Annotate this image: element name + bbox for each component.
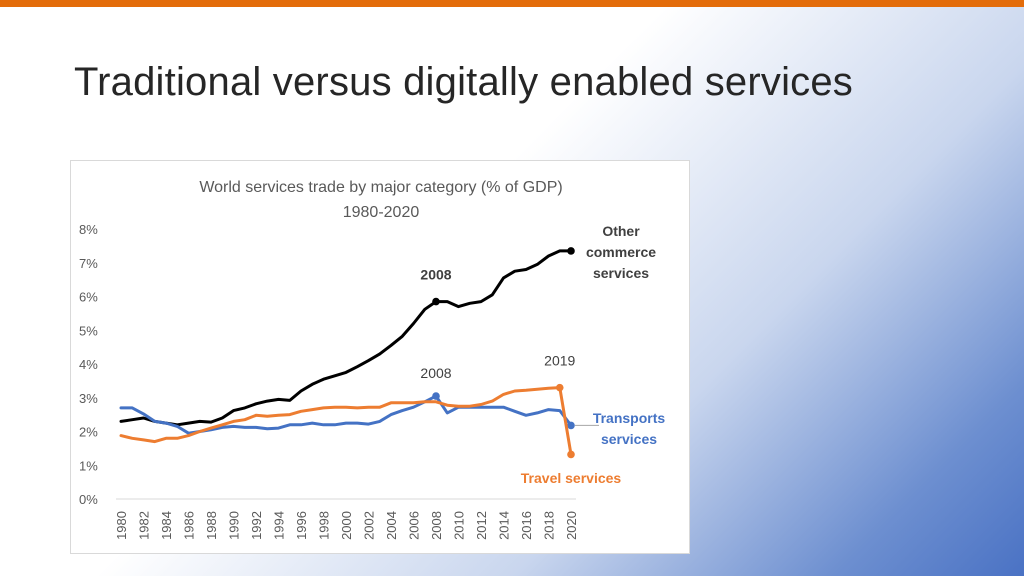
chart-container: World services trade by major category (… [70, 160, 690, 554]
x-tick-label: 1994 [272, 511, 287, 540]
chart-title: World services trade by major category (… [199, 179, 562, 196]
y-tick-label: 4% [79, 357, 98, 372]
series-marker-1 [567, 421, 575, 430]
series-label: Travel services [521, 470, 622, 486]
series-marker-0 [567, 247, 575, 255]
x-tick-label: 2008 [429, 511, 444, 540]
series-line-1 [119, 394, 573, 435]
y-tick-label: 8% [79, 222, 98, 237]
chart-subtitle: 1980-2020 [343, 204, 420, 221]
y-tick-label: 7% [79, 256, 98, 271]
annotation-label: 2008 [420, 267, 451, 283]
x-tick-label: 1980 [114, 511, 129, 540]
y-tick-label: 0% [79, 492, 98, 507]
series-label: commerce [586, 244, 656, 260]
series-marker-0 [432, 297, 440, 306]
x-tick-label: 2014 [497, 511, 512, 540]
series-marker-2 [555, 383, 564, 392]
line-chart: World services trade by major category (… [79, 179, 666, 540]
x-tick-label: 2012 [474, 511, 489, 540]
x-tick-label: 1992 [249, 511, 264, 540]
y-tick-label: 1% [79, 458, 98, 473]
y-tick-label: 5% [79, 323, 98, 338]
x-tick-label: 1998 [317, 511, 332, 540]
y-tick-label: 2% [79, 425, 98, 440]
series-line-2 [119, 386, 573, 456]
annotation-label: 2008 [420, 365, 451, 381]
x-tick-label: 2018 [542, 511, 557, 540]
x-tick-label: 1990 [227, 511, 242, 540]
series-label: services [601, 431, 657, 447]
series-label: services [593, 265, 649, 281]
slide-title: Traditional versus digitally enabled ser… [74, 60, 853, 104]
series-marker-2 [567, 450, 575, 459]
x-tick-label: 2002 [362, 511, 377, 540]
annotation-label: 2019 [544, 353, 575, 369]
x-tick-label: 2020 [564, 511, 579, 540]
x-tick-label: 1988 [204, 511, 219, 540]
x-tick-label: 2000 [339, 511, 354, 540]
series-marker-1 [432, 392, 440, 400]
x-tick-label: 1986 [182, 511, 197, 540]
x-tick-label: 1996 [294, 511, 309, 540]
top-accent-bar [0, 0, 1024, 7]
x-tick-label: 1982 [137, 511, 152, 540]
y-tick-label: 3% [79, 391, 98, 406]
x-tick-label: 2004 [384, 511, 399, 540]
series-label: Other [602, 223, 640, 239]
x-tick-label: 1984 [159, 511, 174, 540]
x-tick-label: 2006 [407, 511, 422, 540]
x-tick-label: 2010 [452, 511, 467, 540]
x-tick-label: 2016 [519, 511, 534, 540]
series-line-0 [119, 249, 573, 427]
y-tick-label: 6% [79, 290, 98, 305]
series-label: Transports [593, 410, 666, 426]
